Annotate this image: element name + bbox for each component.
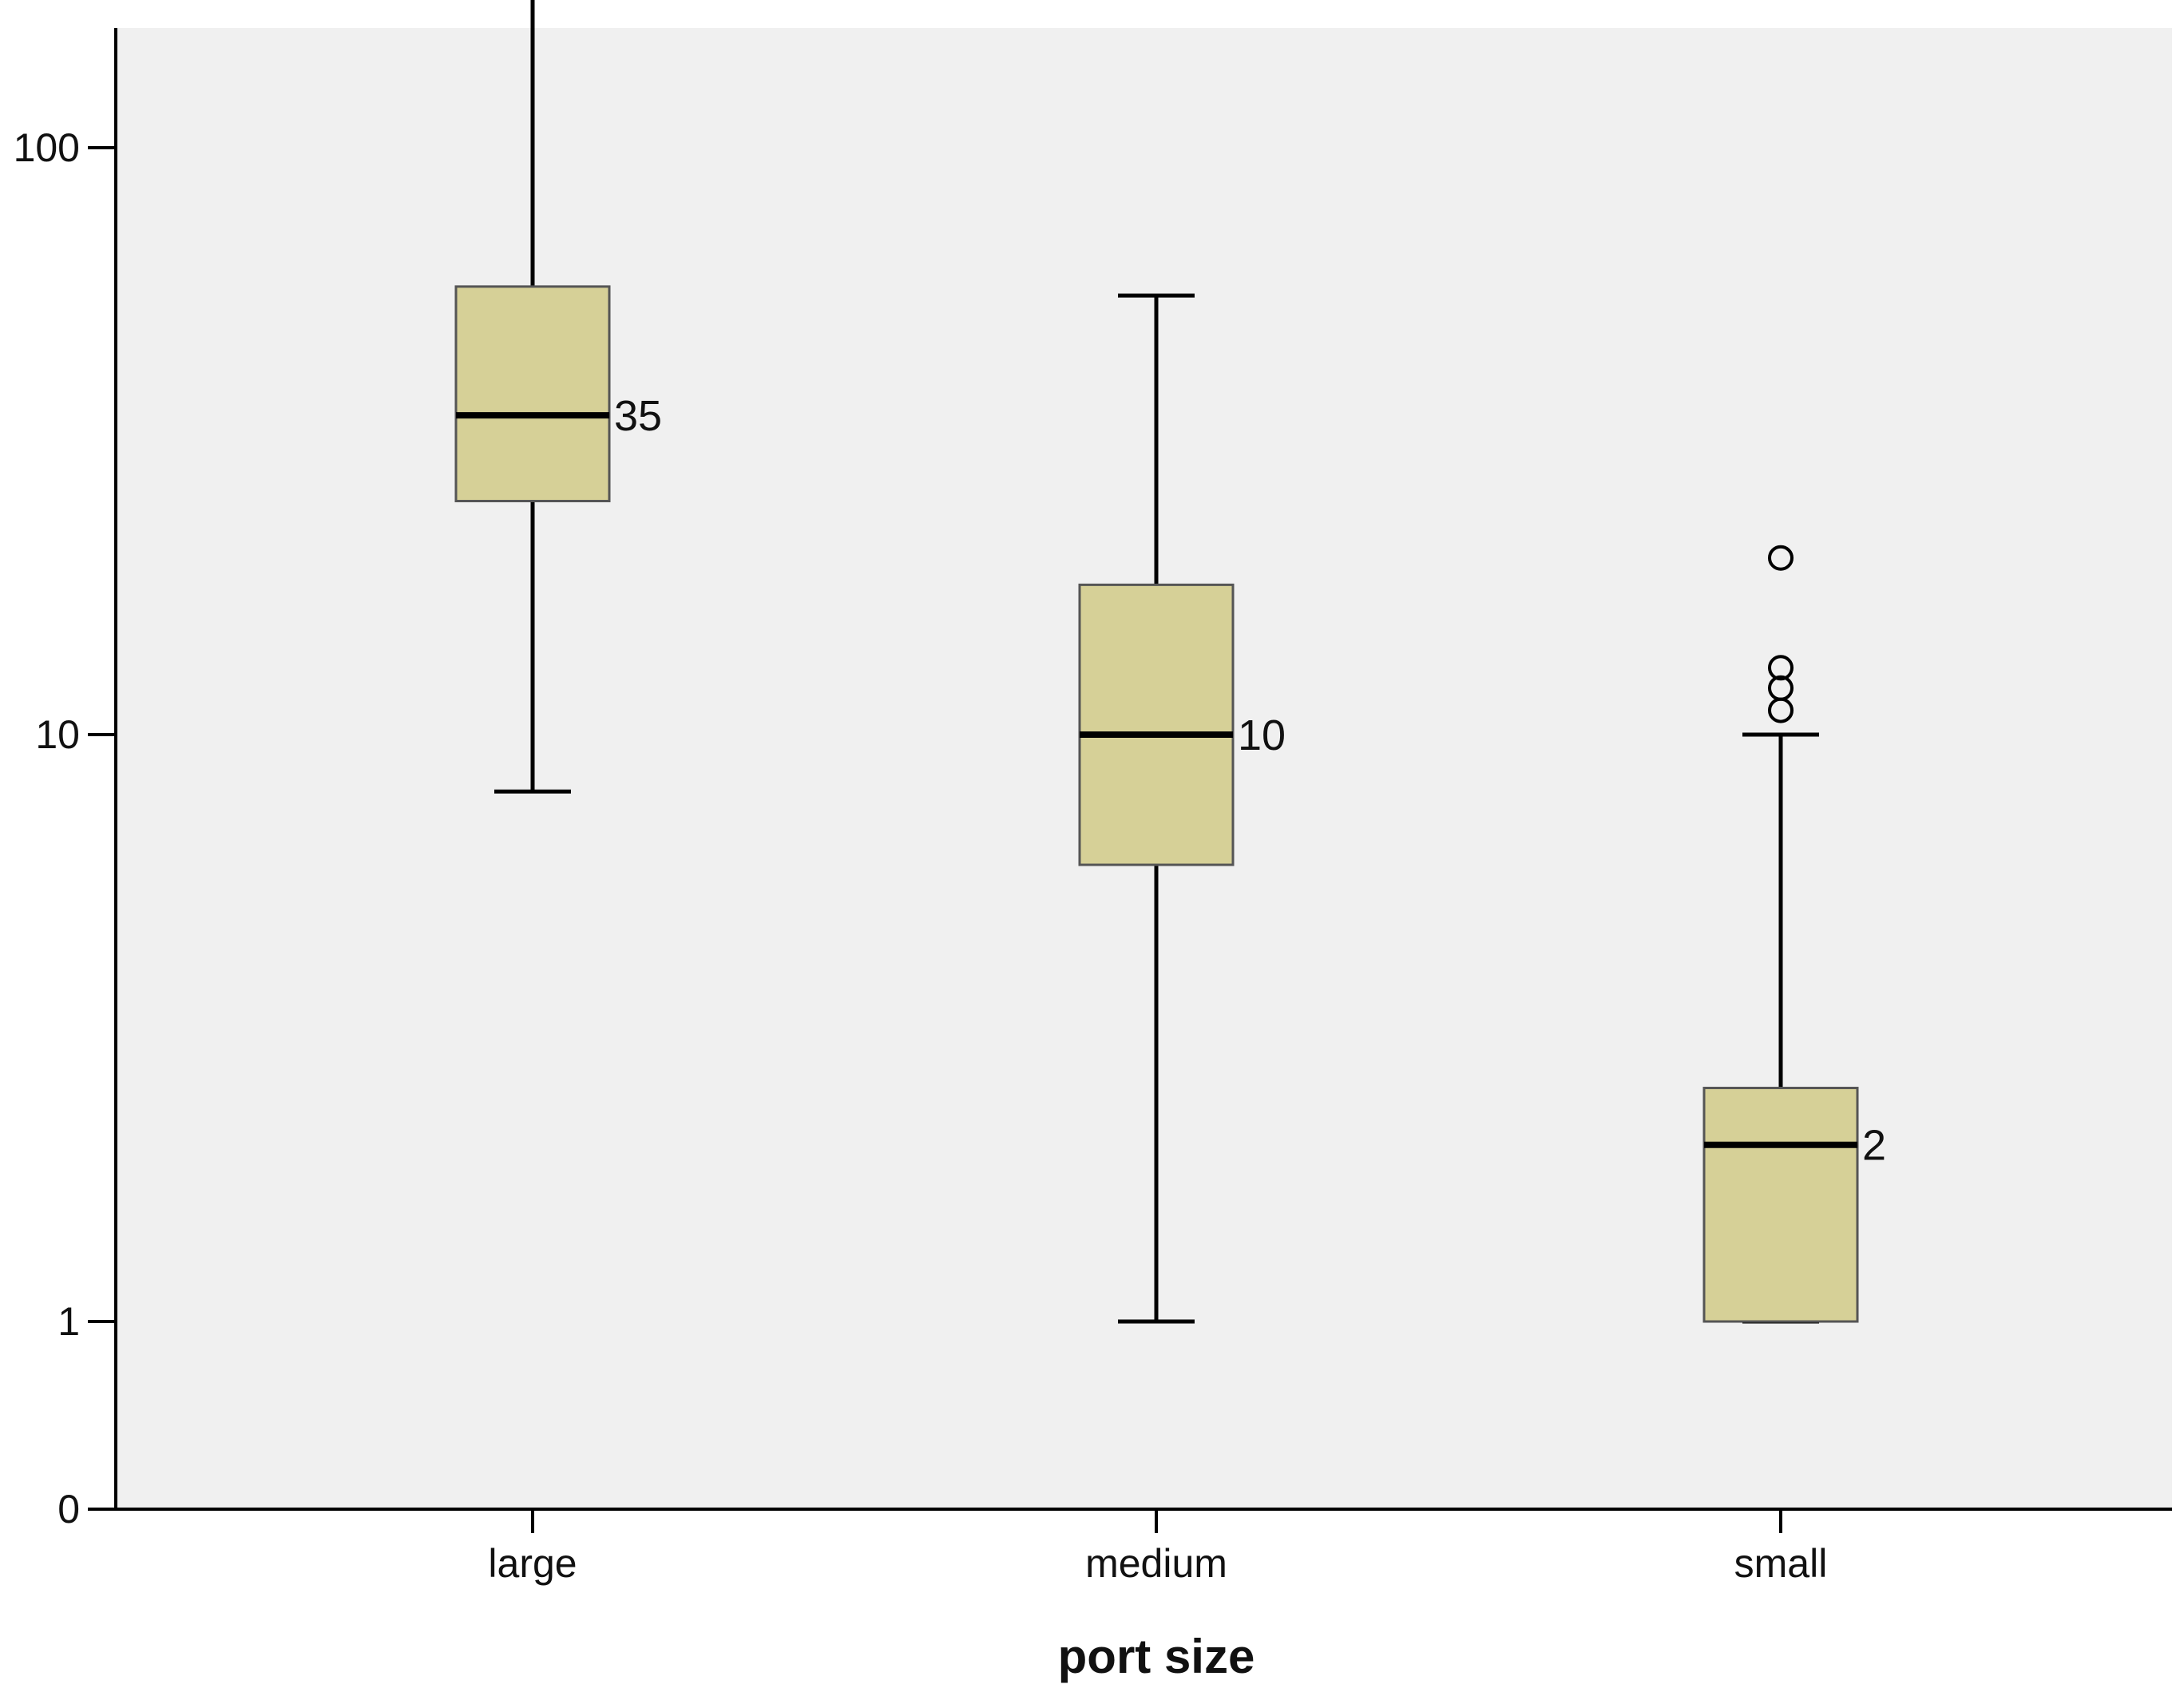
x-axis-title: port size: [1058, 1630, 1255, 1683]
y-tick-label-100: 100: [14, 125, 80, 170]
outlier-small-2: [1768, 655, 1794, 681]
x-tick-label-medium: medium: [1085, 1541, 1227, 1586]
x-ticks-layer: large medium small: [488, 1509, 1827, 1586]
x-tick-label-small: small: [1734, 1541, 1828, 1586]
box-large: [454, 285, 611, 503]
boxes-layer: 35 10 2: [454, 0, 1886, 1324]
y-tick-label-10: 10: [35, 712, 80, 757]
y-ticks-layer: 0 1 10 100: [14, 125, 116, 1532]
box-group-medium: 10: [1078, 293, 1286, 1324]
median-label-small: 2: [1862, 1122, 1886, 1170]
y-tick-label-0: 0: [57, 1487, 80, 1532]
box-small: [1702, 1087, 1859, 1323]
box-group-large: 35: [454, 0, 662, 794]
outlier-small-1: [1768, 675, 1794, 701]
box-medium: [1078, 583, 1235, 866]
median-label-large: 35: [614, 392, 662, 440]
outlier-small-3: [1768, 545, 1794, 571]
box-group-small: 2: [1702, 545, 1886, 1324]
y-tick-label-1: 1: [57, 1299, 80, 1344]
median-label-medium: 10: [1238, 711, 1286, 759]
x-tick-label-large: large: [488, 1541, 577, 1586]
